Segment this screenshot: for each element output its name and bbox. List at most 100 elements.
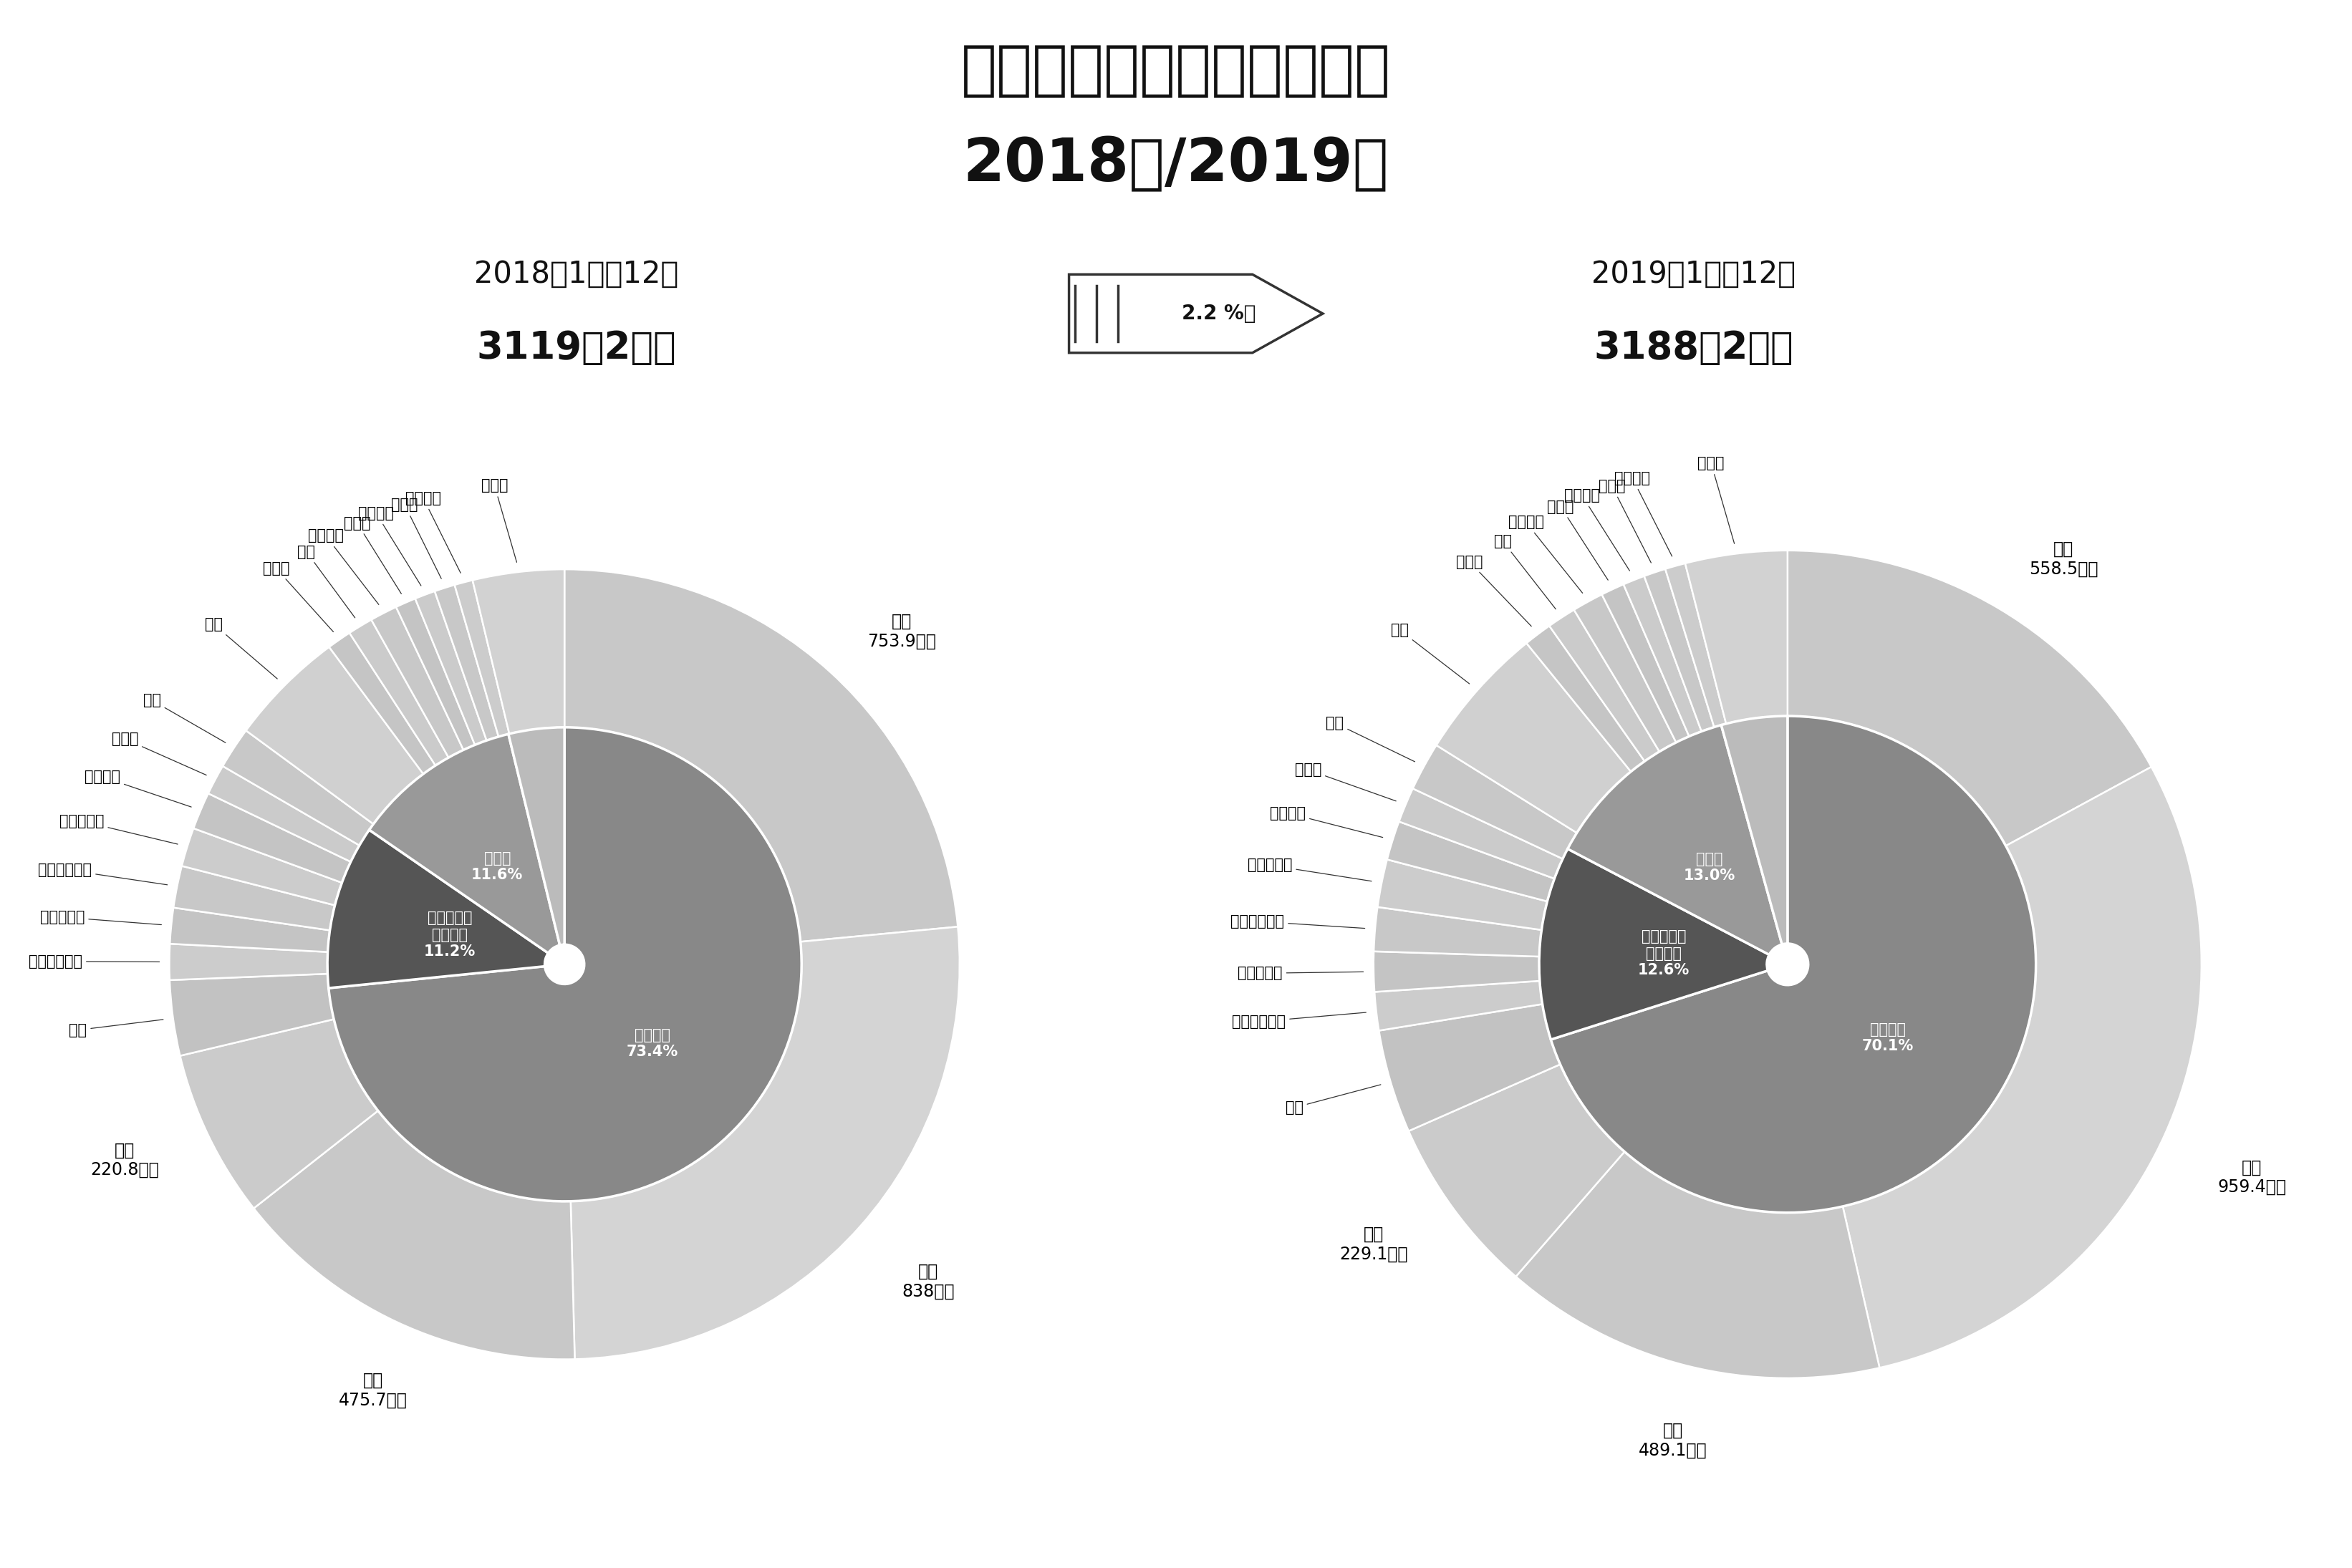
Wedge shape: [1623, 575, 1700, 737]
Text: インド: インド: [111, 732, 207, 775]
Text: マレーシア: マレーシア: [40, 909, 162, 925]
Wedge shape: [1378, 859, 1548, 930]
Wedge shape: [1602, 585, 1689, 742]
Text: マレーシア: マレーシア: [1237, 966, 1364, 980]
Wedge shape: [181, 828, 341, 905]
Wedge shape: [1550, 717, 2037, 1212]
Text: 欧米豪
11.6%: 欧米豪 11.6%: [470, 851, 522, 883]
Wedge shape: [174, 866, 334, 930]
Text: タイ: タイ: [1284, 1085, 1381, 1115]
Wedge shape: [473, 569, 564, 734]
Text: ドイツ: ドイツ: [343, 516, 402, 594]
Wedge shape: [350, 619, 449, 765]
Text: 香港
229.1万人: 香港 229.1万人: [1338, 1226, 1406, 1262]
Text: フィリピン: フィリピン: [59, 814, 179, 844]
Wedge shape: [1573, 594, 1677, 751]
Text: 英国: 英国: [296, 544, 355, 618]
Text: 豪州: 豪州: [143, 693, 226, 743]
Wedge shape: [1437, 643, 1630, 833]
Wedge shape: [193, 793, 350, 883]
Text: 韓国
558.5万人: 韓国 558.5万人: [2030, 541, 2098, 577]
Text: ロシア: ロシア: [1599, 478, 1651, 563]
Text: 東南アジア
＋インド
11.2%: 東南アジア ＋インド 11.2%: [423, 911, 475, 958]
Text: インドネシア: インドネシア: [38, 862, 167, 884]
Text: 中国
838万人: 中国 838万人: [901, 1262, 955, 1300]
Circle shape: [546, 944, 583, 985]
Text: 3119万2千人: 3119万2千人: [477, 329, 675, 367]
Text: フランス: フランス: [308, 528, 379, 605]
Wedge shape: [329, 728, 802, 1201]
Wedge shape: [169, 974, 334, 1055]
Wedge shape: [395, 599, 475, 750]
Text: シンガポール: シンガポール: [28, 955, 160, 969]
Text: 欧米豪
13.0%: 欧米豪 13.0%: [1684, 853, 1736, 883]
Wedge shape: [1842, 767, 2201, 1367]
Wedge shape: [1378, 1004, 1559, 1131]
Text: 2018年1月～12月: 2018年1月～12月: [475, 259, 677, 290]
Text: フランス: フランス: [1508, 514, 1583, 593]
Text: 2.2 %増: 2.2 %増: [1181, 304, 1256, 323]
Wedge shape: [1722, 717, 1788, 944]
Text: インド: インド: [1294, 762, 1397, 801]
Text: スペイン: スペイン: [405, 491, 461, 572]
Text: 中国
959.4万人: 中国 959.4万人: [2218, 1159, 2286, 1196]
Wedge shape: [454, 580, 510, 737]
Text: その他: その他: [1698, 456, 1733, 544]
Wedge shape: [1388, 822, 1555, 902]
Text: カナダ: カナダ: [1456, 555, 1531, 626]
Wedge shape: [247, 648, 423, 825]
Wedge shape: [435, 585, 499, 740]
Text: シンガポール: シンガポール: [1232, 1013, 1367, 1029]
Text: スペイン: スペイン: [1616, 472, 1672, 557]
Wedge shape: [572, 927, 960, 1359]
Text: 2019年1月～12月: 2019年1月～12月: [1592, 259, 1795, 290]
Polygon shape: [1068, 274, 1322, 353]
Text: ドイツ: ドイツ: [1548, 500, 1609, 580]
Text: イタリア: イタリア: [358, 506, 421, 586]
Wedge shape: [1399, 789, 1562, 878]
Text: 東アジア
73.4%: 東アジア 73.4%: [626, 1029, 677, 1060]
Wedge shape: [209, 767, 360, 862]
Text: ロシア: ロシア: [390, 499, 442, 579]
Wedge shape: [1684, 550, 1788, 724]
Wedge shape: [1526, 626, 1644, 771]
Text: 米国: 米国: [1390, 622, 1470, 684]
Text: ベトナム: ベトナム: [1270, 806, 1383, 837]
Wedge shape: [1374, 952, 1541, 993]
Wedge shape: [416, 591, 487, 745]
Wedge shape: [1515, 1151, 1879, 1378]
Wedge shape: [169, 944, 327, 980]
Wedge shape: [1550, 610, 1661, 760]
Text: 台湾
475.7万人: 台湾 475.7万人: [339, 1372, 407, 1410]
Text: タイ: タイ: [68, 1019, 162, 1036]
Text: イタリア: イタリア: [1564, 488, 1630, 571]
Text: 豪州: 豪州: [1327, 717, 1416, 762]
Wedge shape: [1644, 569, 1715, 731]
Wedge shape: [327, 829, 548, 988]
Text: 英国: 英国: [1494, 535, 1555, 608]
Wedge shape: [181, 1019, 379, 1209]
Wedge shape: [1374, 982, 1543, 1030]
Wedge shape: [254, 1110, 574, 1359]
Text: ベトナム: ベトナム: [85, 770, 191, 808]
Wedge shape: [223, 731, 374, 845]
Wedge shape: [564, 569, 957, 942]
Wedge shape: [508, 728, 564, 946]
Wedge shape: [369, 734, 560, 953]
Wedge shape: [329, 633, 435, 775]
Text: 香港
220.8万人: 香港 220.8万人: [89, 1142, 160, 1179]
Text: 3188万2千人: 3188万2千人: [1595, 329, 1792, 367]
Text: フィリピン: フィリピン: [1247, 858, 1371, 881]
Wedge shape: [1665, 563, 1726, 728]
Text: その他: その他: [482, 478, 517, 563]
Text: 2018年/2019年: 2018年/2019年: [962, 136, 1390, 193]
Wedge shape: [1569, 724, 1783, 955]
Wedge shape: [1538, 848, 1769, 1040]
Text: カナダ: カナダ: [263, 561, 334, 632]
Wedge shape: [372, 607, 463, 757]
Wedge shape: [1374, 906, 1541, 956]
Wedge shape: [169, 908, 329, 952]
Text: 東南アジア
＋インド
12.6%: 東南アジア ＋インド 12.6%: [1637, 930, 1689, 977]
Text: インドネシア: インドネシア: [1230, 914, 1364, 928]
Text: 韓国
753.9万人: 韓国 753.9万人: [868, 613, 936, 649]
